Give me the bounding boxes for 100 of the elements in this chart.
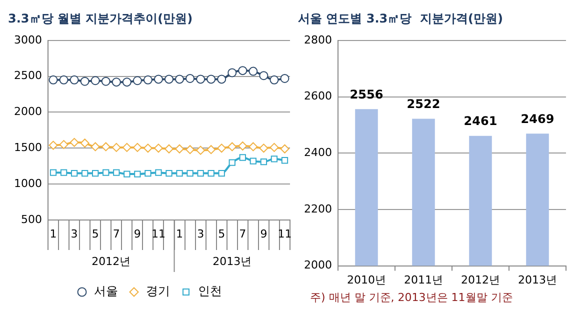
chart-title: 3.3㎡당 월별 지분가격추이(만원) <box>8 11 193 26</box>
x-tick-label: 5 <box>92 227 99 240</box>
point <box>238 66 248 76</box>
point <box>175 144 184 154</box>
x-tick-label: 9 <box>134 227 141 240</box>
point <box>164 74 174 84</box>
point <box>248 142 258 152</box>
point <box>80 76 90 86</box>
point <box>259 71 268 80</box>
point <box>154 144 163 153</box>
text: 2013년 <box>212 254 252 268</box>
y-tick-label: 2400 <box>304 146 332 159</box>
point <box>164 144 174 154</box>
chart-title: 서울 연도별 3.3㎡당 지분가격(만원) <box>298 11 503 26</box>
point <box>122 142 132 152</box>
x-tick-label: 2012년 <box>461 273 500 286</box>
point <box>81 170 88 177</box>
x-tick-label: 1 <box>50 227 57 240</box>
point <box>217 144 226 153</box>
point <box>238 142 248 151</box>
y-tick-label: 2200 <box>304 202 332 216</box>
x-tick-label: 2011년 <box>404 273 443 286</box>
point <box>228 68 237 78</box>
point <box>143 144 152 153</box>
x-tick-label: 3 <box>70 227 78 240</box>
point <box>112 142 121 152</box>
point <box>154 74 163 84</box>
x-tick-label: 3 <box>197 227 204 240</box>
point <box>270 156 278 162</box>
point <box>48 75 58 84</box>
text: 2012년 <box>92 254 131 268</box>
y-tick-label: 1500 <box>14 141 42 154</box>
point <box>132 142 142 152</box>
point <box>270 142 279 152</box>
x-tick-label: 7 <box>112 227 120 240</box>
point <box>197 170 204 177</box>
point <box>239 154 246 161</box>
point <box>124 170 130 178</box>
y-tick-label: 1000 <box>14 176 42 190</box>
point <box>217 74 226 84</box>
point <box>59 140 68 150</box>
point <box>196 74 206 84</box>
point <box>166 170 172 177</box>
y-tick-label: 500 <box>20 212 42 226</box>
point <box>155 169 162 176</box>
point <box>92 170 99 177</box>
x-tick-label: 11 <box>151 227 166 240</box>
point <box>186 145 195 154</box>
point <box>186 170 194 177</box>
point <box>143 75 152 84</box>
point <box>113 169 120 176</box>
point <box>101 142 110 152</box>
point <box>132 76 142 86</box>
point <box>280 74 290 83</box>
point <box>90 142 100 152</box>
point <box>248 66 258 76</box>
point <box>259 144 268 153</box>
point <box>90 76 100 86</box>
y-tick-label: 2000 <box>14 105 42 118</box>
point <box>122 78 132 87</box>
data-label: 2522 <box>406 96 440 111</box>
point <box>206 145 216 154</box>
point <box>228 142 237 152</box>
point <box>175 74 184 84</box>
legend-label: 서울 <box>94 284 118 298</box>
point <box>228 159 236 166</box>
point <box>80 138 90 148</box>
point <box>270 75 279 84</box>
point <box>50 169 57 176</box>
legend-label: 경기 <box>146 284 170 298</box>
point <box>102 169 110 176</box>
legend-label: 인천 <box>198 284 222 298</box>
point <box>250 158 256 164</box>
point <box>70 75 79 84</box>
point <box>70 138 79 147</box>
x-tick-label: 2013년 <box>518 273 557 286</box>
point <box>60 169 68 176</box>
point <box>206 74 216 84</box>
data-label: 2461 <box>464 114 498 128</box>
y-tick-label: 3000 <box>14 33 42 46</box>
point <box>218 170 225 177</box>
point <box>281 157 288 164</box>
x-tick-label: 11 <box>278 227 292 240</box>
x-tick-label: 5 <box>218 227 226 240</box>
data-label: 2556 <box>350 87 384 102</box>
x-tick-label: 9 <box>260 227 268 240</box>
x-tick-label: 7 <box>239 227 246 240</box>
point <box>112 78 121 87</box>
point <box>186 74 195 83</box>
point <box>144 170 152 177</box>
data-label: 2469 <box>520 112 554 126</box>
point <box>260 158 268 166</box>
point <box>70 170 78 177</box>
y-tick-label: 2600 <box>304 90 332 103</box>
point <box>176 170 183 177</box>
x-tick-label: 1 <box>176 227 184 240</box>
point <box>208 170 214 177</box>
point <box>134 170 141 178</box>
point <box>280 144 290 154</box>
point <box>196 146 206 155</box>
